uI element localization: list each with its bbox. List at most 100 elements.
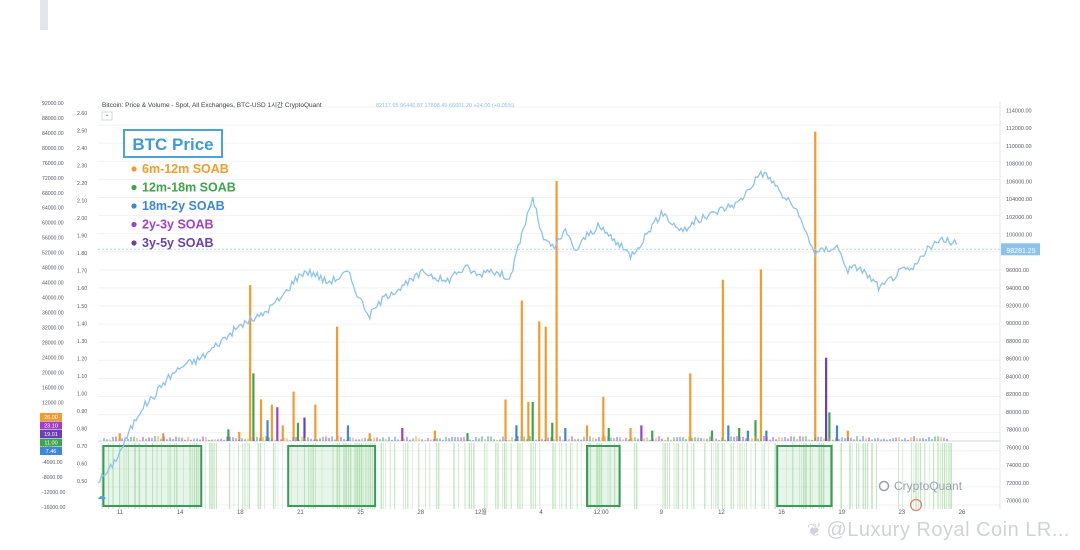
left-inner-tick: 0.80	[77, 426, 87, 432]
left-outer-tick: 44000.00	[42, 281, 64, 287]
left-outer-tick: 28000.00	[42, 340, 64, 346]
chart-title: Bitcoin: Price & Volume - Spot, All Exch…	[102, 100, 322, 109]
collapse-toggle	[101, 111, 113, 121]
right-axis-tick: 92000.00	[1006, 304, 1029, 310]
left-outer-tick: -12000.00	[42, 490, 65, 496]
current-price-badge	[1001, 243, 1041, 256]
x-axis-tick: 12:00	[594, 510, 610, 515]
left-outer-tick: 60000.00	[42, 221, 64, 227]
left-outer-tick: 64000.00	[42, 206, 64, 212]
legend-label: 3y-5y SOAB	[142, 236, 214, 250]
left-outer-tick: 56000.00	[42, 236, 64, 242]
right-axis-tick: 88000.00	[1006, 339, 1029, 345]
cryptoquant-logo-icon	[878, 480, 890, 492]
highlight-box	[287, 445, 377, 507]
right-axis-tick: 84000.00	[1006, 374, 1029, 380]
left-value-badge	[40, 413, 62, 421]
left-value-badge-text: 19.01	[44, 432, 58, 438]
left-inner-tick: 1.90	[77, 234, 87, 240]
left-inner-tick: 1.60	[77, 286, 87, 292]
left-value-badge	[40, 438, 62, 447]
watermark: ❦ @Luxury Royal Coin LR...	[807, 519, 1070, 542]
current-price-value: 98281.25	[1006, 248, 1035, 255]
right-axis-tick: 114000.00	[1006, 108, 1032, 114]
left-outer-tick: 12000.00	[42, 400, 64, 406]
left-inner-tick: 0.60	[77, 461, 87, 467]
left-outer-tick: 80000.00	[42, 146, 64, 152]
left-outer-tick: 76000.00	[42, 161, 64, 167]
right-axis-tick: 110000.00	[1006, 144, 1032, 150]
left-inner-tick: 1.70	[77, 269, 87, 275]
x-axis-tick: 23	[899, 510, 906, 515]
clock-icon	[909, 498, 923, 512]
legend-label: 6m-12m SOAB	[142, 162, 229, 176]
x-axis-tick: 25	[357, 510, 364, 515]
top-accent-bar	[40, 0, 48, 30]
right-axis-tick: 72000.00	[1006, 481, 1029, 487]
left-outer-tick: 92000.00	[42, 101, 64, 107]
right-axis-tick: 86000.00	[1006, 357, 1029, 363]
legend-stats: 82117.65 96446.87 17808.49 66601.20 +24.…	[376, 103, 515, 109]
x-axis-tick: 28	[417, 510, 424, 515]
highlight-box	[776, 445, 833, 507]
left-outer-tick: 52000.00	[42, 251, 64, 257]
left-inner-tick: 2.00	[77, 216, 87, 222]
left-inner-tick: 2.60	[77, 111, 87, 117]
left-outer-tick: 88000.00	[42, 116, 64, 122]
left-inner-tick: 0.70	[77, 444, 87, 450]
x-axis-tick: 12	[718, 510, 725, 515]
legend-dot	[131, 203, 137, 209]
highlight-box	[586, 445, 621, 507]
left-value-badge-text: 11.00	[44, 441, 57, 447]
watermark-text: @Luxury Royal Coin LR...	[826, 519, 1070, 541]
left-inner-tick: 1.20	[77, 356, 87, 362]
right-axis-tick: 82000.00	[1006, 392, 1029, 398]
left-inner-tick: 1.00	[77, 391, 87, 397]
right-axis-tick: 78000.00	[1006, 428, 1029, 434]
left-inner-tick: 0.90	[77, 409, 87, 415]
btc-price-soab-chart: 98281.25 114000.00 112000.00 110000.00 10800…	[40, 95, 1041, 516]
left-outer-tick: 40000.00	[42, 296, 64, 302]
left-value-badge-text: 7.46	[46, 449, 57, 455]
left-inner-tick: 1.50	[77, 304, 87, 310]
left-inner-tick: 1.80	[77, 251, 87, 257]
left-outer-tick: -8000.00	[42, 475, 63, 481]
x-axis-tick: 16	[778, 510, 785, 515]
left-outer-tick: -4000.00	[42, 460, 63, 466]
left-outer-tick: 48000.00	[42, 266, 64, 272]
x-axis-tick: 11	[117, 510, 124, 515]
left-outer-tick: 68000.00	[42, 191, 64, 197]
left-outer-tick: 32000.00	[42, 325, 64, 331]
legend-dot	[131, 221, 137, 228]
right-axis-tick: 76000.00	[1006, 445, 1029, 451]
left-inner-tick: 2.40	[77, 146, 87, 152]
legend-label: 2y-3y SOAB	[142, 218, 214, 232]
cryptoquant-logo-text: CryptoQuant	[894, 479, 963, 493]
btc-price-label: BTC Price	[132, 135, 213, 154]
left-value-badge-text: 23.10	[44, 424, 58, 430]
chevron-up-icon: ⌃	[104, 114, 109, 121]
left-value-badge-text: 26.00	[44, 415, 58, 421]
legend-dot	[131, 240, 137, 246]
left-outer-tick: 84000.00	[42, 131, 64, 137]
left-inner-tick: 2.50	[77, 129, 87, 135]
left-inner-tick: 1.30	[77, 339, 87, 345]
left-value-badge	[40, 421, 62, 430]
cloud-icon: ☁	[97, 491, 106, 501]
handshake-icon: ❦	[806, 520, 823, 540]
x-axis-tick: 19	[838, 510, 845, 515]
left-outer-tick: -16000.00	[42, 505, 65, 511]
right-axis-tick: 94000.00	[1006, 286, 1029, 292]
left-value-badge	[40, 430, 62, 438]
btc-price-line	[97, 169, 958, 484]
left-outer-tick: 16000.00	[42, 385, 64, 391]
left-inner-tick: 1.40	[77, 321, 87, 327]
chart-frame: 98281.25 114000.00 112000.00 110000.00 10800…	[40, 95, 1041, 516]
right-axis-tick: 70000.00	[1006, 499, 1029, 505]
left-inner-tick: 2.10	[77, 199, 87, 205]
left-value-badge	[40, 447, 62, 455]
left-outer-tick: 72000.00	[42, 176, 64, 182]
right-axis-tick: 104000.00	[1006, 197, 1032, 203]
btc-price-label-box	[123, 129, 223, 158]
legend-dot	[131, 166, 137, 172]
